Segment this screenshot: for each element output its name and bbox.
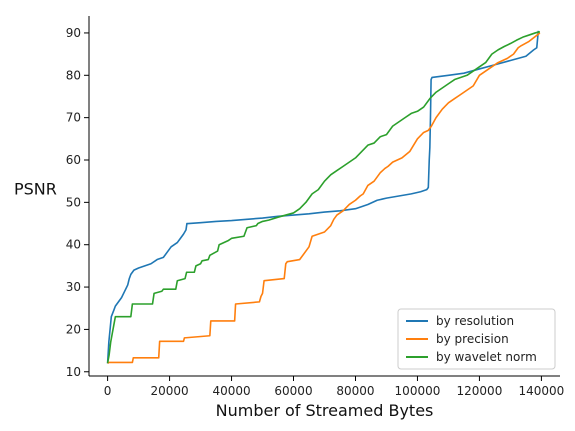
y-tick-label: 70 bbox=[66, 111, 81, 125]
legend-box bbox=[397, 308, 556, 370]
series-line-by-resolution bbox=[106, 30, 540, 364]
legend-label: by precision bbox=[436, 332, 509, 346]
y-tick-label: 30 bbox=[66, 280, 81, 294]
x-tick-label: 100000 bbox=[395, 384, 441, 398]
y-axis-label: PSNR bbox=[14, 179, 57, 198]
y-tick-label: 80 bbox=[66, 68, 81, 82]
x-axis-label: Number of Streamed Bytes bbox=[216, 401, 434, 420]
x-tick-label: 140000 bbox=[519, 384, 565, 398]
series-line-by-precision bbox=[107, 32, 541, 364]
y-tick-label: 10 bbox=[66, 365, 81, 379]
x-tick-label: 0 bbox=[104, 384, 112, 398]
x-tick-label: 120000 bbox=[457, 384, 503, 398]
y-tick-label: 50 bbox=[66, 195, 81, 209]
x-tick-label: 60000 bbox=[274, 384, 312, 398]
legend-label: by wavelet norm bbox=[436, 350, 537, 364]
series-line-by-wavelet-norm bbox=[106, 30, 541, 364]
x-tick-label: 40000 bbox=[212, 384, 250, 398]
x-tick-label: 80000 bbox=[336, 384, 374, 398]
y-tick-label: 40 bbox=[66, 238, 81, 252]
x-tick-label: 20000 bbox=[150, 384, 188, 398]
y-tick-label: 20 bbox=[66, 322, 81, 336]
y-tick-label: 90 bbox=[66, 26, 81, 40]
legend-label: by resolution bbox=[436, 314, 514, 328]
y-tick-label: 60 bbox=[66, 153, 81, 167]
